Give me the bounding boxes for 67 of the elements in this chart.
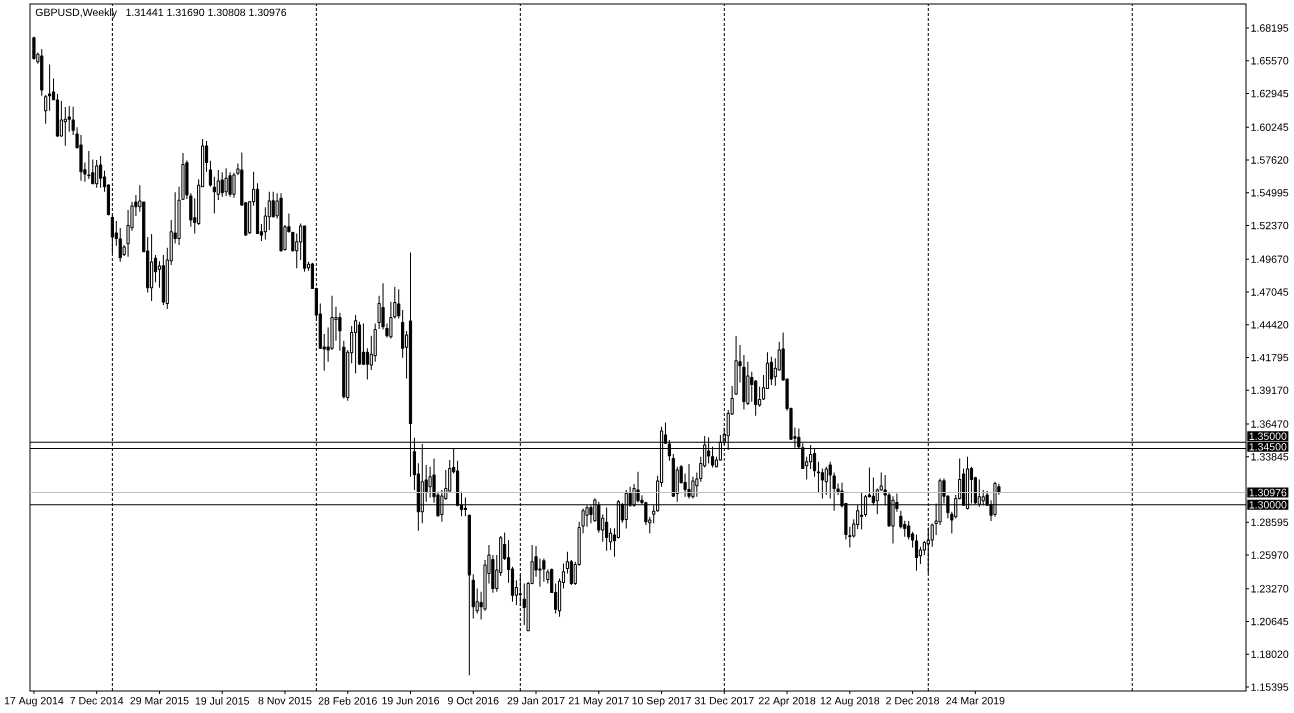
y-tick-label: 1.28595 bbox=[1251, 518, 1289, 527]
candlestick bbox=[48, 63, 52, 112]
y-tick-label: 1.57620 bbox=[1251, 156, 1289, 164]
candlestick bbox=[671, 453, 675, 498]
y-tick-label: 1.23270 bbox=[1251, 585, 1289, 593]
candlestick bbox=[44, 94, 48, 125]
candlestick bbox=[353, 314, 358, 374]
candlestick bbox=[208, 160, 213, 188]
x-tick-label: 19 Jun 2016 bbox=[382, 696, 440, 705]
candlestick bbox=[220, 171, 224, 198]
x-tick-label: 21 May 2017 bbox=[568, 696, 629, 707]
x-tick-label: 29 Jan 2017 bbox=[507, 696, 565, 705]
y-tick-label: 1.18020 bbox=[1251, 650, 1289, 659]
x-tick-label: 31 Dec 2017 bbox=[694, 696, 754, 705]
y-tick-label: 1.54995 bbox=[1251, 189, 1289, 197]
x-tick-label: 28 Feb 2016 bbox=[318, 696, 377, 705]
y-tick-label: 1.62945 bbox=[1251, 89, 1289, 98]
y-tick-label: 1.52370 bbox=[1251, 221, 1289, 230]
ref-line-label: 1.35000 bbox=[1249, 432, 1287, 440]
y-tick-label: 1.36470 bbox=[1251, 420, 1289, 428]
chart-title: GBPUSD,Weekly bbox=[35, 8, 117, 19]
y-tick-label: 1.39170 bbox=[1251, 386, 1289, 395]
candlestick bbox=[471, 573, 475, 619]
candlestick bbox=[605, 506, 609, 552]
candlestick bbox=[542, 557, 546, 583]
ref-line-label: 1.30000 bbox=[1249, 501, 1287, 509]
y-tick-label: 1.20645 bbox=[1251, 617, 1289, 626]
candlestick bbox=[769, 356, 773, 386]
candlestick bbox=[397, 288, 401, 319]
candlestick bbox=[224, 167, 228, 197]
ref-line-label: 1.30976 bbox=[1249, 488, 1287, 497]
x-tick-label: 2 Dec 2018 bbox=[886, 696, 940, 705]
x-tick-label: 22 Apr 2018 bbox=[758, 696, 816, 707]
candlestick bbox=[40, 48, 44, 97]
x-tick-label: 29 Mar 2015 bbox=[130, 696, 189, 705]
y-tick-label: 1.68195 bbox=[1251, 24, 1289, 32]
candlestick bbox=[302, 225, 307, 273]
x-tick-label: 10 Sep 2017 bbox=[632, 696, 691, 707]
ref-line-label: 1.34500 bbox=[1249, 443, 1287, 451]
x-tick-label: 12 Aug 2018 bbox=[820, 696, 880, 707]
candlestick bbox=[87, 150, 91, 180]
candlestick bbox=[150, 233, 154, 302]
y-tick-label: 1.15395 bbox=[1251, 683, 1289, 691]
y-tick-label: 1.49670 bbox=[1251, 255, 1289, 263]
y-tick-label: 1.25970 bbox=[1251, 551, 1289, 559]
candlestick bbox=[824, 466, 828, 496]
candlestick bbox=[228, 171, 232, 198]
y-tick-label: 1.60245 bbox=[1251, 123, 1289, 131]
x-tick-label: 9 Oct 2016 bbox=[448, 696, 499, 705]
x-tick-label: 17 Aug 2014 bbox=[4, 696, 64, 707]
candlestick bbox=[99, 155, 103, 189]
y-tick-label: 1.47045 bbox=[1251, 288, 1289, 296]
x-tick-label: 8 Nov 2015 bbox=[258, 696, 312, 705]
x-tick-label: 19 Jul 2015 bbox=[195, 696, 249, 705]
y-tick-label: 1.65570 bbox=[1251, 57, 1289, 65]
candlestick bbox=[636, 471, 640, 503]
candlestick bbox=[467, 513, 471, 676]
candlestick bbox=[279, 192, 283, 253]
candlestick bbox=[32, 36, 36, 61]
x-tick-label: 24 Mar 2019 bbox=[946, 696, 1005, 705]
candlestick bbox=[95, 159, 99, 189]
x-tick-label: 7 Dec 2014 bbox=[70, 696, 124, 705]
candlestick bbox=[914, 533, 919, 572]
y-tick-label: 1.33845 bbox=[1251, 453, 1289, 461]
y-tick-label: 1.41795 bbox=[1251, 353, 1289, 362]
chart-subtitle: 1.31441 1.31690 1.30808 1.30976 bbox=[126, 8, 287, 17]
y-tick-label: 1.44420 bbox=[1251, 321, 1289, 329]
